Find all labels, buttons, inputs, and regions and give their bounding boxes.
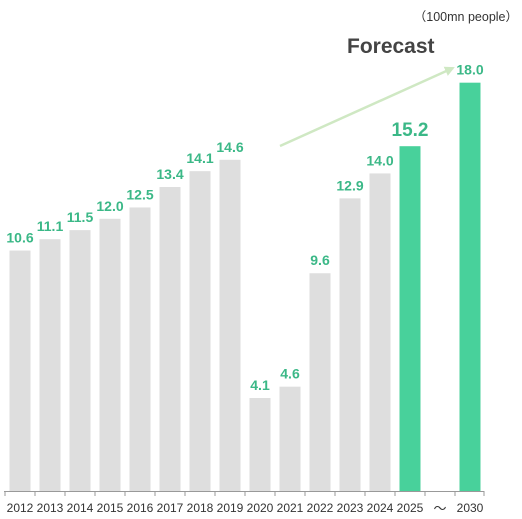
x-tick-2019: 2019 xyxy=(217,501,244,515)
bar-2024 xyxy=(369,173,391,491)
value-label-2030: 18.0 xyxy=(456,62,483,78)
bar-2021 xyxy=(279,386,301,491)
x-tick-2015: 2015 xyxy=(97,501,124,515)
value-label-2022: 9.6 xyxy=(310,252,330,268)
x-tick-2021: 2021 xyxy=(277,501,304,515)
forecast-annotation: Forecast xyxy=(347,35,435,58)
bar-2020 xyxy=(249,397,271,491)
value-label-2019: 14.6 xyxy=(216,139,243,155)
axis-break-symbol: ～ xyxy=(433,502,446,517)
bar-2015 xyxy=(99,218,121,491)
value-label-2024: 14.0 xyxy=(366,152,393,168)
x-tick-2025: 2025 xyxy=(397,501,424,515)
value-label-2014: 11.5 xyxy=(67,209,94,225)
forecast-trend-arrow xyxy=(279,66,455,148)
bar-2013 xyxy=(39,239,61,491)
bar-2018 xyxy=(189,171,211,491)
bar-2030 xyxy=(459,82,481,492)
bar-2019 xyxy=(219,159,241,491)
bar-2023 xyxy=(339,198,361,491)
x-tick-2016: 2016 xyxy=(127,501,154,515)
value-label-2016: 12.5 xyxy=(126,186,153,202)
bar-2017 xyxy=(159,187,181,491)
bar-2014 xyxy=(69,230,91,491)
x-tick-2014: 2014 xyxy=(67,501,94,515)
value-label-2021: 4.6 xyxy=(280,366,300,382)
value-label-2018: 14.1 xyxy=(186,150,213,166)
bar-2025 xyxy=(399,146,421,491)
x-tick-2020: 2020 xyxy=(247,501,274,515)
value-label-2025: 15.2 xyxy=(392,120,429,141)
x-tick-2022: 2022 xyxy=(307,501,334,515)
bar-2016 xyxy=(129,207,151,491)
value-label-2012: 10.6 xyxy=(6,230,33,246)
value-label-2017: 13.4 xyxy=(156,166,183,182)
bar-2022 xyxy=(309,273,331,491)
x-tick-2017: 2017 xyxy=(157,501,184,515)
value-label-2013: 11.1 xyxy=(37,218,64,234)
unit-label: （100mn people） xyxy=(413,10,518,24)
value-label-2023: 12.9 xyxy=(336,177,363,193)
x-tick-2013: 2013 xyxy=(37,501,64,515)
x-tick-2030: 2030 xyxy=(457,501,484,515)
x-tick-2024: 2024 xyxy=(367,501,394,515)
x-tick-2018: 2018 xyxy=(187,501,214,515)
value-label-2015: 12.0 xyxy=(96,198,123,214)
bar-2012 xyxy=(9,250,31,491)
x-tick-2012: 2012 xyxy=(7,501,34,515)
value-label-2020: 4.1 xyxy=(250,377,270,393)
x-tick-2023: 2023 xyxy=(337,501,364,515)
